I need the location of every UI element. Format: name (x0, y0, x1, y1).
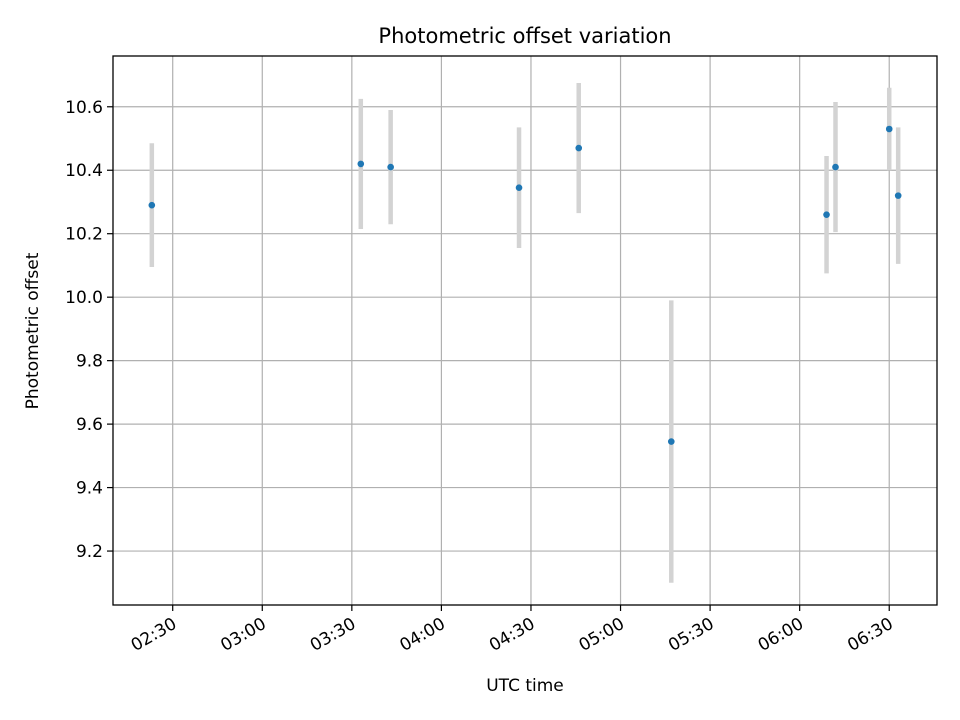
y-tick-label: 10.2 (65, 225, 103, 245)
x-tick-label: 05:00 (576, 614, 628, 656)
x-tick-label: 03:00 (217, 614, 269, 656)
data-point (885, 125, 893, 133)
x-tick-label: 03:30 (307, 614, 359, 656)
x-tick-label: 04:30 (486, 614, 538, 656)
data-point (667, 438, 675, 445)
y-tick-label: 9.2 (76, 542, 103, 562)
plot-frame (112, 55, 938, 606)
y-tick-label: 9.4 (76, 479, 103, 499)
x-tick-label: 02:30 (128, 614, 180, 656)
y-tick-label: 10.6 (65, 98, 103, 118)
chart-title: Photometric offset variation (378, 24, 671, 48)
data-point (515, 184, 523, 191)
data-point (575, 144, 583, 152)
y-tick-label: 10.4 (65, 161, 103, 181)
x-tick-label: 06:30 (844, 614, 896, 656)
y-tick-label: 9.8 (76, 352, 103, 372)
y-axis-label: Photometric offset (23, 252, 43, 409)
y-tick-label: 10.0 (65, 288, 103, 308)
x-tick-label: 05:30 (665, 614, 717, 656)
data-point (832, 163, 839, 171)
data-point (894, 192, 902, 199)
data-point (148, 201, 156, 209)
axis-ticks: 02:30 03:00 03:30 04:00 04:30 05:00 05:30 06:00… (65, 98, 897, 656)
x-axis-label: UTC time (486, 676, 564, 696)
x-tick-label: 04:00 (396, 614, 448, 656)
grid (113, 56, 937, 605)
data-point (357, 160, 365, 168)
error-bars (149, 82, 901, 583)
x-tick-label: 06:00 (755, 614, 807, 656)
data-point (387, 163, 394, 171)
data-points (148, 125, 902, 445)
data-point (823, 211, 830, 218)
y-tick-label: 9.6 (76, 415, 103, 435)
